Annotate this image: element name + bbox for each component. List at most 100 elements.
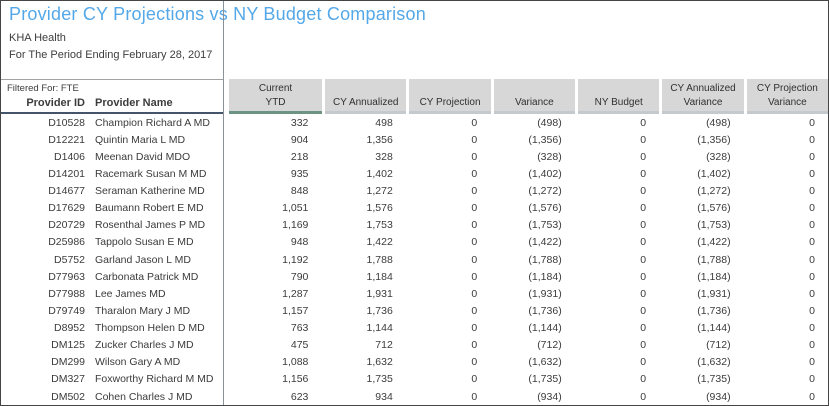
- header-line1: CY Projection: [756, 83, 818, 94]
- value-cell: 1,753: [366, 219, 393, 232]
- table-row[interactable]: DM502 Cohen Charles J MD 623 934 0 (934) 0 (934…: [1, 388, 828, 405]
- table-row[interactable]: D20729 Rosenthal James P MD 1,169 1,753 0 (1,…: [1, 217, 828, 234]
- table-row[interactable]: D77963 Carbonata Patrick MD 790 1,184 0 (1,18…: [1, 268, 828, 285]
- value-cell: (1,144): [697, 322, 731, 335]
- value-cell: 0: [640, 150, 647, 163]
- table-row[interactable]: D77988 Lee James MD 1,287 1,931 0 (1,931) 0 (1,…: [1, 285, 828, 302]
- value-cell: 1,169: [282, 219, 309, 232]
- value-cell: (712): [706, 339, 731, 352]
- value-cell: (1,931): [528, 287, 562, 300]
- column-header-cy-annualized[interactable]: CY Annualized: [325, 79, 407, 114]
- value-cell: 0: [640, 373, 647, 386]
- header-line2: YTD: [265, 97, 286, 108]
- value-cell: 1,632: [366, 356, 393, 369]
- left-header-pane: Filtered For: FTE Provider ID Provider N…: [1, 79, 224, 114]
- value-cell: (1,184): [697, 270, 731, 283]
- table-row[interactable]: D8952 Thompson Helen D MD 763 1,144 0 (1,144)…: [1, 320, 828, 337]
- provider-name-cell: Quintin Maria L MD: [95, 133, 186, 146]
- header-line2: Variance: [683, 97, 723, 108]
- value-cell: (1,422): [697, 236, 731, 249]
- report-title: Provider CY Projections vs NY Budget Com…: [9, 4, 426, 24]
- table-body: D10528 Champion Richard A MD 332 498 0 (498) 0…: [1, 114, 828, 405]
- filter-label: Filtered For: FTE: [7, 83, 79, 94]
- table-row[interactable]: D5752 Garland Jason L MD 1,192 1,788 0 (1,788…: [1, 251, 828, 268]
- value-cell: 0: [471, 304, 478, 317]
- provider-id-cell: D1406: [54, 150, 85, 163]
- provider-name-cell: Cohen Charles J MD: [95, 390, 193, 403]
- value-cell: (1,576): [697, 202, 731, 215]
- column-header-variance-cy-projection[interactable]: CY Projection Variance: [746, 79, 828, 114]
- numeric-cells: 1,192 1,788 0 (1,788) 0 (1,788) 0: [224, 254, 828, 266]
- column-header-cy-projection[interactable]: CY Projection: [409, 79, 491, 114]
- table-row[interactable]: D14201 Racemark Susan M MD 935 1,402 0 (1,402…: [1, 165, 828, 182]
- value-cell: (498): [537, 116, 562, 129]
- value-cell: (1,632): [528, 356, 562, 369]
- value-cell: 1,157: [282, 304, 309, 317]
- numeric-cells: 475 712 0 (712) 0 (712) 0: [224, 339, 828, 351]
- table-row[interactable]: D25986 Tappolo Susan E MD 948 1,422 0 (1,422)…: [1, 234, 828, 251]
- value-cell: (1,632): [697, 356, 731, 369]
- value-cell: 0: [809, 322, 816, 335]
- header-line2: NY Budget: [594, 97, 643, 108]
- provider-id-cell: DM125: [51, 339, 85, 352]
- numeric-cells: 1,169 1,753 0 (1,753) 0 (1,753) 0: [224, 219, 828, 231]
- table-row[interactable]: D14677 Seraman Katherine MD 848 1,272 0 (1,27…: [1, 183, 828, 200]
- value-cell: (1,735): [697, 373, 731, 386]
- value-cell: 1,576: [366, 202, 393, 215]
- provider-id-cell: D17629: [48, 202, 85, 215]
- value-cell: 475: [290, 339, 309, 352]
- numeric-cells: 790 1,184 0 (1,184) 0 (1,184) 0: [224, 271, 828, 283]
- table-row[interactable]: DM327 Foxworthy Richard M MD 1,156 1,735 0 (1…: [1, 371, 828, 388]
- value-cell: 0: [640, 304, 647, 317]
- value-cell: 0: [640, 202, 647, 215]
- value-cell: 218: [290, 150, 309, 163]
- value-cell: 1,736: [366, 304, 393, 317]
- provider-id-cell: D77988: [48, 287, 85, 300]
- pane-divider: [223, 1, 224, 405]
- column-header-ny-budget[interactable]: NY Budget: [578, 79, 660, 114]
- provider-id-column-header[interactable]: Provider ID: [26, 97, 85, 109]
- value-cell: (712): [537, 339, 562, 352]
- column-header-ytd-current[interactable]: Current YTD: [229, 79, 323, 114]
- value-cell: 1,788: [366, 253, 393, 266]
- value-cell: 0: [809, 356, 816, 369]
- value-cell: 935: [290, 167, 309, 180]
- value-cell: (1,272): [697, 185, 731, 198]
- table-row[interactable]: DM299 Wilson Gary A MD 1,088 1,632 0 (1,632) 0…: [1, 354, 828, 371]
- provider-id-cell: DM299: [51, 356, 85, 369]
- value-cell: (1,356): [528, 133, 562, 146]
- table-row[interactable]: D1406 Meenan David MDO 218 328 0 (328) 0 (328) 0: [1, 148, 828, 165]
- column-header-variance[interactable]: Variance: [493, 79, 576, 114]
- value-cell: 0: [640, 287, 647, 300]
- value-cell: 1,356: [366, 133, 393, 146]
- provider-id-cell: DM502: [51, 390, 85, 403]
- value-cell: (1,576): [528, 202, 562, 215]
- table-row[interactable]: D10528 Champion Richard A MD 332 498 0 (498) 0…: [1, 114, 828, 131]
- value-cell: 0: [809, 304, 816, 317]
- value-cell: 498: [375, 116, 393, 129]
- provider-name-cell: Meenan David MDO: [95, 150, 191, 163]
- table-row[interactable]: DM125 Zucker Charles J MD 475 712 0 (712) 0 (71…: [1, 337, 828, 354]
- value-cell: 0: [471, 253, 478, 266]
- organization-name: KHA Health: [9, 32, 66, 44]
- column-header-variance-cy-annualized[interactable]: CY Annualized Variance: [662, 79, 744, 114]
- table-row[interactable]: D79749 Tharalon Mary J MD 1,157 1,736 0 (1,73…: [1, 302, 828, 319]
- provider-name-column-header[interactable]: Provider Name: [95, 97, 173, 109]
- value-cell: 1,735: [366, 373, 393, 386]
- left-column-headers: Provider ID Provider Name: [1, 97, 224, 109]
- value-cell: 1,931: [366, 287, 393, 300]
- value-cell: 0: [809, 116, 816, 129]
- value-cell: (1,753): [697, 219, 731, 232]
- provider-name-cell: Tappolo Susan E MD: [95, 236, 194, 249]
- table-row[interactable]: D17629 Baumann Robert E MD 1,051 1,576 0 (1,5…: [1, 200, 828, 217]
- value-cell: 1,051: [282, 202, 309, 215]
- numeric-column-headers: Current YTD CY Annualized CY Projection Vari…: [224, 79, 828, 114]
- table-row[interactable]: D12221 Quintin Maria L MD 904 1,356 0 (1,356)…: [1, 131, 828, 148]
- numeric-cells: 1,088 1,632 0 (1,632) 0 (1,632) 0: [224, 356, 828, 368]
- numeric-cells: 935 1,402 0 (1,402) 0 (1,402) 0: [224, 168, 828, 180]
- provider-id-cell: D20729: [48, 219, 85, 232]
- report-period: For The Period Ending February 28, 2017: [9, 49, 213, 61]
- value-cell: 1,184: [366, 270, 393, 283]
- header-line1: [498, 82, 571, 95]
